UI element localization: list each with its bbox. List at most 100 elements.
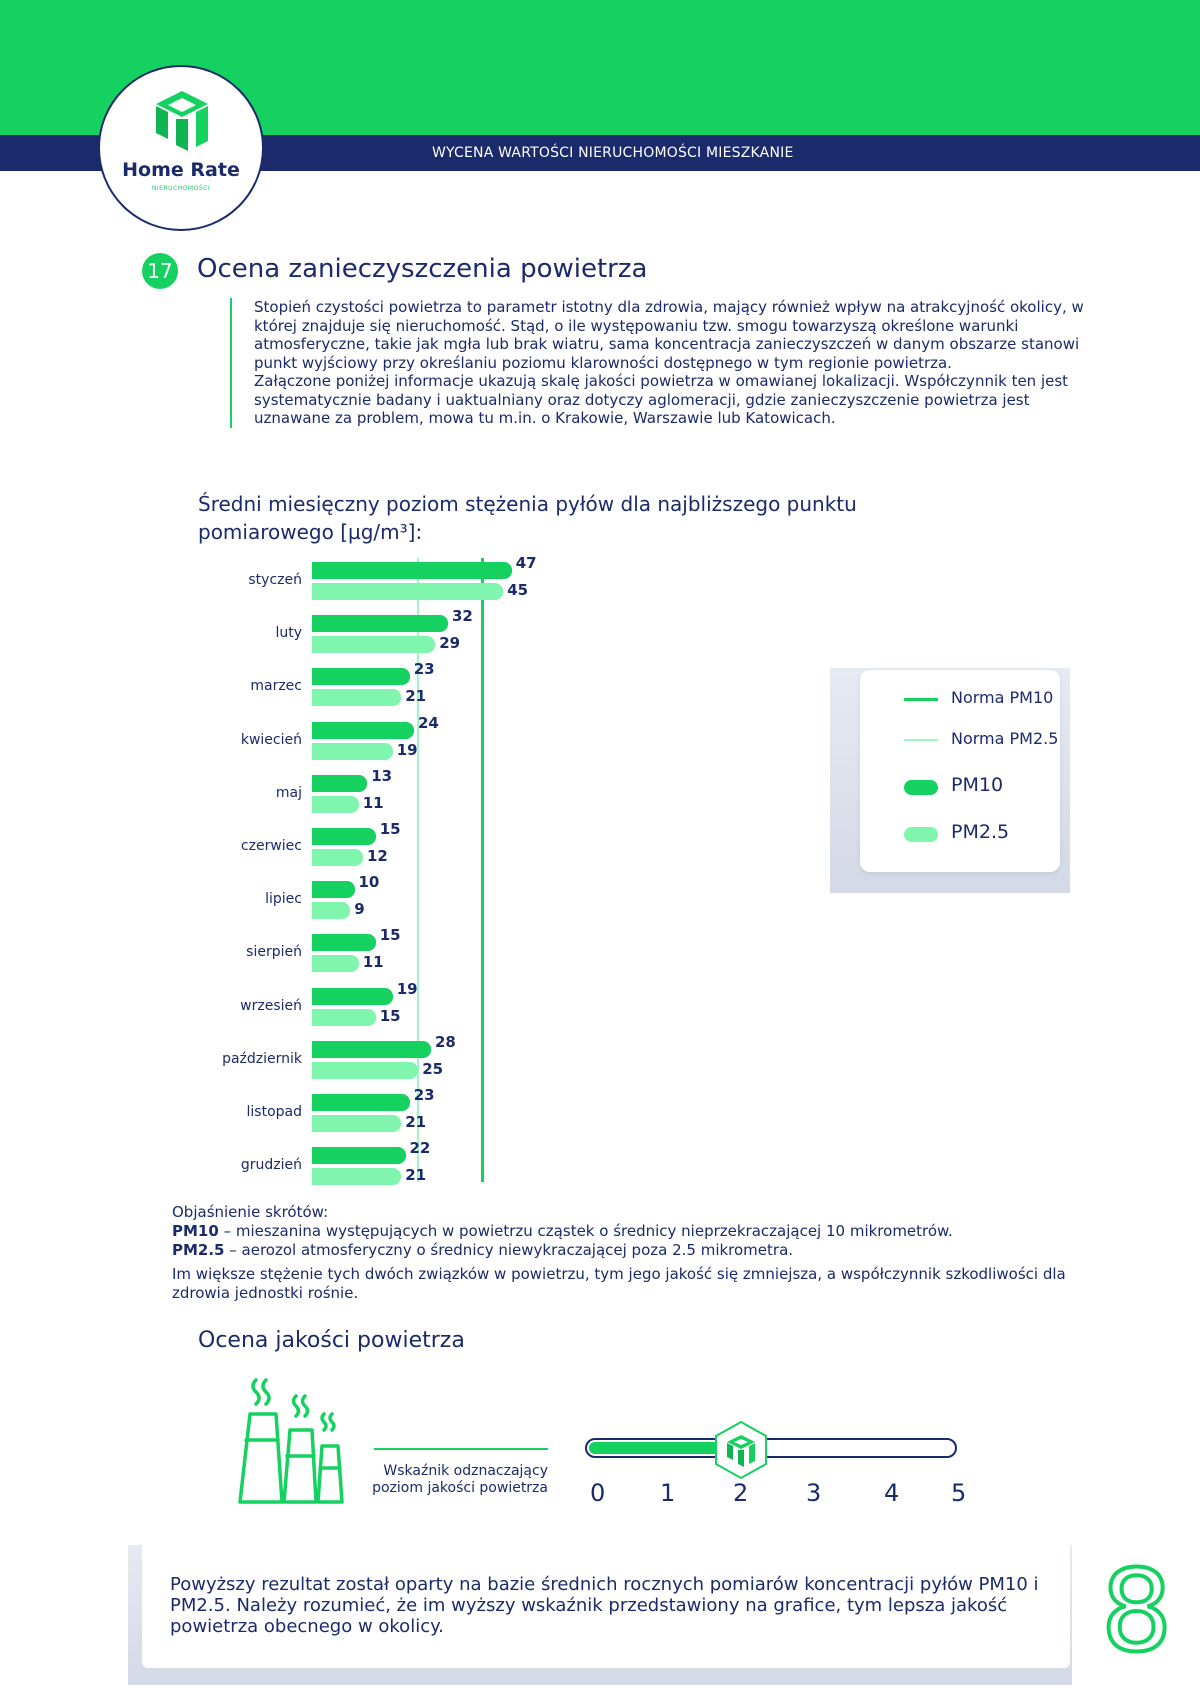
bar-pm10 [312,774,368,792]
air-quality-gauge [585,1438,957,1458]
logo-subtitle: NIERUCHOMOŚCI [151,185,211,192]
page-number: 8 [1099,1547,1174,1677]
month-label: październik [222,1050,302,1067]
intro-paragraph: Stopień czystości powietrza to parametr … [254,298,1084,372]
chart-legend: Norma PM10 Norma PM2.5 PM10 PM2.5 [860,670,1060,872]
bar-pm10 [312,934,376,952]
legend-swatch-pm25 [904,827,938,842]
legend-label: PM10 [951,774,1004,796]
bar-pm25 [312,902,351,920]
bar-pm25 [312,689,402,707]
bar-pm10 [312,1147,406,1165]
bar-pm10 [312,987,393,1005]
indicator-label: Wskaźnik odznaczający poziom jakości pow… [372,1463,548,1496]
value-label-pm25: 25 [422,1059,444,1078]
pm10-definition: PM10 – mieszanina występujących w powiet… [172,1222,1072,1241]
bar-pm25 [312,795,359,813]
value-label-pm25: 21 [405,1113,427,1131]
bar-pm10 [312,1094,410,1111]
bar-pm25 [312,1115,402,1132]
value-label-pm25: 9 [354,900,365,919]
bar-pm10 [312,615,448,633]
value-label-pm10: 23 [413,1086,435,1104]
value-label-pm10: 28 [435,1032,456,1051]
legend-label: Norma PM10 [951,688,1054,707]
bar-pm25 [312,955,359,973]
footer-note: Powyższy rezultat został oparty na bazie… [170,1574,1039,1637]
legend-label: PM2.5 [951,821,1010,843]
scale-tick: 1 [660,1479,676,1507]
bar-pm25 [312,1008,376,1026]
month-label: marzec [250,678,302,695]
footer-note-box: Powyższy rezultat został oparty na bazie… [142,1542,1070,1668]
value-label-pm10: 19 [396,979,418,998]
month-label: sierpień [246,944,302,961]
bar-pm25 [312,583,504,600]
bar-pm10 [312,1040,431,1058]
value-label-pm25: 19 [396,740,418,759]
section-number: 17 [142,253,178,289]
explanation-note: Im większe stężenie tych dwóch związków … [172,1265,1066,1302]
bar-pm10 [312,668,410,686]
bar-pm25 [312,1061,419,1079]
month-label: lipiec [265,891,302,908]
value-label-pm25: 21 [405,1166,427,1185]
chart-title: Średni miesięczny poziom stężenia pyłów … [198,492,857,544]
gauge-fill [589,1442,741,1454]
pm25-term: PM2.5 [172,1241,225,1259]
legend-line-norma-pm25 [904,739,938,741]
explanation-heading: Objaśnienie skrótów: [172,1203,329,1221]
bar-pm25 [312,636,436,654]
gauge-marker-icon [715,1420,768,1480]
value-label-pm25: 15 [379,1006,401,1025]
bar-pm10 [312,562,512,579]
intro-text: Stopień czystości powietrza to parametr … [230,298,1084,428]
abbreviations-explanation: Objaśnienie skrótów: PM10 – mieszanina w… [172,1203,1072,1303]
value-label-pm25: 29 [439,634,461,653]
value-label-pm25: 21 [405,687,427,706]
bar-pm10 [312,828,376,845]
section-title: Ocena zanieczyszczenia powietrza [197,254,648,284]
norm-line-pm10 [481,558,484,1183]
pm25-text: – aerozol atmosferyczny o średnicy niewy… [224,1241,794,1259]
value-label-pm10: 24 [418,713,439,732]
norm-line-pm25 [417,558,420,1183]
value-label-pm25: 45 [507,581,529,599]
bar-pm10 [312,881,355,899]
value-label-pm10: 10 [358,873,380,892]
scale-tick: 4 [884,1479,900,1507]
month-label: grudzień [240,1157,302,1174]
month-label: czerwiec [240,838,302,854]
value-label-pm10: 15 [379,820,401,838]
factory-smoke-icon [238,1378,344,1504]
bar-pm25 [312,1168,402,1186]
value-label-pm25: 12 [367,847,388,865]
month-label: luty [275,625,302,642]
scale-tick: 0 [590,1479,606,1507]
value-label-pm10: 13 [371,766,393,785]
value-label-pm10: 15 [379,926,401,945]
month-label: styczeń [248,572,302,588]
logo-name: Home Rate [122,159,240,181]
scale-tick: 2 [733,1479,749,1507]
value-label-pm10: 47 [515,554,537,572]
scale-tick: 5 [951,1479,967,1507]
air-quality-title: Ocena jakości powietrza [198,1328,465,1353]
scale-tick: 3 [806,1479,822,1507]
bar-pm10 [312,721,414,739]
logo: Home Rate NIERUCHOMOŚCI [98,65,264,231]
legend-swatch-pm10 [904,780,938,795]
month-label: maj [275,784,302,801]
pm25-definition: PM2.5 – aerozol atmosferyczny o średnicy… [172,1241,1072,1260]
value-label-pm10: 23 [413,660,435,679]
month-label: listopad [246,1104,302,1120]
pm10-text: – mieszanina występujących w powietrzu c… [218,1222,953,1240]
month-label: wrzesień [240,997,302,1014]
month-label: kwiecień [240,731,302,748]
document-title: WYCENA WARTOŚCI NIERUCHOMOŚCI MIESZKANIE [432,145,794,161]
intro-paragraph: Załączone poniżej informacje ukazują ska… [254,372,1069,427]
pm10-term: PM10 [172,1222,219,1240]
legend-line-norma-pm10 [904,698,938,701]
house-logo-icon [156,91,208,151]
legend-label: Norma PM2.5 [951,729,1059,748]
